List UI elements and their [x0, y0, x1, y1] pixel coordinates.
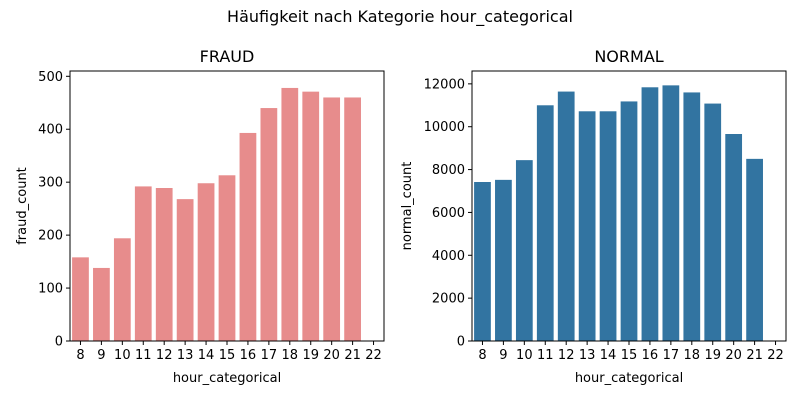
fraud-x-tick-label: 15: [219, 348, 236, 363]
normal-x-tick-label: 21: [746, 348, 763, 363]
normal-x-tick-label: 10: [516, 348, 533, 363]
normal-x-tick-label: 9: [499, 348, 507, 363]
normal-x-tick-label: 8: [478, 348, 486, 363]
fraud-bar-8: [72, 257, 89, 341]
normal-bar-16: [641, 87, 659, 341]
fraud-chart-panel: 8 9 10 11 12 13 14 15 16 17 18 19 20 21 22 0 100 200 300 40…: [15, 47, 385, 386]
normal-bar-17: [662, 85, 680, 341]
fraud-x-tick-label: 18: [282, 348, 299, 363]
fraud-y-axis-label: fraud_count: [15, 167, 30, 245]
normal-bar-12: [557, 91, 575, 341]
normal-x-tick-label: 12: [558, 348, 575, 363]
fraud-x-tick-label: 14: [198, 348, 215, 363]
fraud-bar-20: [323, 97, 341, 341]
normal-x-tick-label: 14: [600, 348, 617, 363]
normal-y-axis-label: normal_count: [400, 162, 415, 251]
normal-bar-8: [474, 182, 491, 341]
fraud-x-tick-label: 13: [177, 348, 194, 363]
fraud-bar-16: [239, 132, 257, 341]
fraud-x-tick-label: 8: [76, 348, 84, 363]
fraud-x-tick-label: 20: [323, 348, 340, 363]
fraud-y-tick-label: 200: [38, 229, 63, 244]
figure-suptitle: Häufigkeit nach Kategorie hour_categoric…: [227, 7, 573, 27]
fraud-bar-11: [134, 186, 152, 341]
fraud-bar-18: [281, 87, 299, 341]
fraud-bar-21: [344, 97, 361, 341]
fraud-y-tick-label: 300: [38, 176, 63, 191]
fraud-x-tick-label: 17: [261, 348, 278, 363]
normal-x-tick-label: 15: [621, 348, 638, 363]
fraud-bar-19: [302, 91, 320, 342]
normal-bar-11: [536, 105, 554, 341]
normal-y-tick-label: 2000: [432, 292, 465, 307]
fraud-x-tick-label: 9: [97, 348, 105, 363]
normal-bar-9: [495, 179, 512, 341]
normal-bar-18: [683, 92, 701, 342]
normal-bar-15: [620, 101, 638, 342]
normal-x-tick-label: 16: [642, 348, 659, 363]
normal-x-tick-label: 18: [684, 348, 701, 363]
fraud-x-tick-label: 10: [114, 348, 131, 363]
fraud-x-axis-label: hour_categorical: [173, 371, 281, 386]
normal-x-tick-label: 13: [579, 348, 596, 363]
fraud-x-tick-label: 22: [365, 348, 382, 363]
normal-y-tick-label: 8000: [432, 163, 465, 178]
normal-chart-panel: 8 9 10 11 12 13 14 15 16 17 18 19 20 21 22 0 2000 4000 600…: [400, 47, 787, 386]
fraud-bar-14: [197, 183, 215, 341]
fraud-bar-12: [155, 188, 173, 341]
normal-y-tick-label: 0: [457, 335, 465, 350]
fraud-x-tick-label: 16: [240, 348, 257, 363]
fraud-y-tick-label: 100: [38, 282, 63, 297]
fraud-bar-15: [218, 175, 236, 341]
normal-x-tick-label: 20: [725, 348, 742, 363]
normal-x-tick-label: 19: [704, 348, 721, 363]
normal-x-tick-label: 17: [663, 348, 680, 363]
normal-bar-20: [725, 134, 743, 341]
fraud-y-tick-label: 400: [38, 123, 63, 138]
fraud-bar-9: [93, 267, 110, 341]
fraud-bar-10: [113, 238, 131, 341]
fraud-x-tick-label: 19: [302, 348, 319, 363]
normal-bar-13: [578, 111, 596, 341]
fraud-x-tick-label: 11: [135, 348, 152, 363]
normal-y-tick-label: 6000: [432, 206, 465, 221]
normal-x-tick-label: 22: [767, 348, 784, 363]
normal-y-tick-label: 12000: [424, 77, 465, 92]
fraud-bar-17: [260, 108, 278, 341]
fraud-bar-13: [176, 199, 194, 341]
normal-bar-21: [746, 158, 763, 341]
normal-bar-19: [704, 103, 722, 341]
normal-x-axis-label: hour_categorical: [575, 371, 683, 386]
normal-y-tick-label: 4000: [432, 249, 465, 264]
normal-y-tick-label: 10000: [424, 120, 465, 135]
fraud-x-tick-label: 21: [344, 348, 361, 363]
normal-chart-title: NORMAL: [594, 47, 663, 66]
fraud-x-tick-label: 12: [156, 348, 173, 363]
normal-bar-10: [515, 160, 533, 341]
fraud-y-tick-label: 0: [55, 335, 63, 350]
normal-bar-14: [599, 111, 617, 341]
fraud-y-tick-label: 500: [38, 70, 63, 85]
normal-x-tick-label: 11: [537, 348, 554, 363]
fraud-chart-title: FRAUD: [200, 47, 255, 66]
